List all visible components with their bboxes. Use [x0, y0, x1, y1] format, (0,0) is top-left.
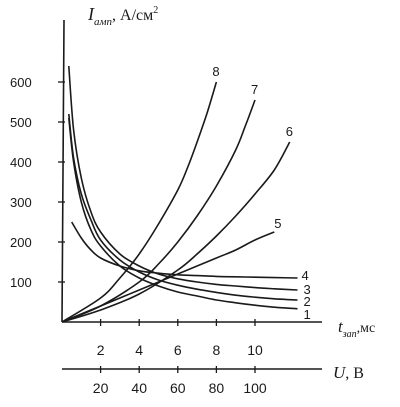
- y-tick-label: 100: [10, 275, 32, 290]
- time-tick-label: 10: [247, 342, 263, 358]
- time-tick-label: 8: [213, 342, 221, 358]
- series-label-1: 1: [303, 307, 310, 322]
- y-axis-title: Iамп, А/см2: [87, 4, 158, 28]
- time-tick-label: 6: [174, 342, 182, 358]
- series-label-6: 6: [286, 124, 293, 139]
- series-line-2: [68, 113, 298, 301]
- voltage-tick-label: 100: [243, 380, 267, 396]
- voltage-tick-label: 60: [170, 380, 186, 396]
- series-label-2: 2: [303, 294, 310, 309]
- series-label-4: 4: [301, 268, 308, 283]
- time-tick-label: 4: [135, 342, 143, 358]
- series-label-3: 3: [303, 282, 310, 297]
- y-tick-label: 500: [10, 115, 32, 130]
- series-line-6: [61, 141, 291, 323]
- voltage-tick-label: 20: [93, 380, 109, 396]
- voltage-tick-label: 80: [209, 380, 225, 396]
- y-tick-label: 600: [10, 75, 32, 90]
- x-axis-voltage-title: U, В: [333, 363, 364, 382]
- y-axis: [61, 19, 65, 323]
- series-label-5: 5: [274, 216, 281, 231]
- y-tick-label: 400: [10, 155, 32, 170]
- y-tick-label: 200: [10, 235, 32, 250]
- series-line-7: [61, 99, 256, 323]
- series-line-4: [71, 221, 298, 279]
- series-line-8: [61, 81, 218, 323]
- series-label-7: 7: [251, 82, 258, 97]
- series-label-8: 8: [212, 64, 219, 79]
- series-line-1: [68, 117, 298, 310]
- x-axis-time-title: tзап,мс: [338, 317, 375, 340]
- time-tick-label: 2: [97, 342, 105, 358]
- voltage-tick-label: 40: [131, 380, 147, 396]
- y-tick-label: 300: [10, 195, 32, 210]
